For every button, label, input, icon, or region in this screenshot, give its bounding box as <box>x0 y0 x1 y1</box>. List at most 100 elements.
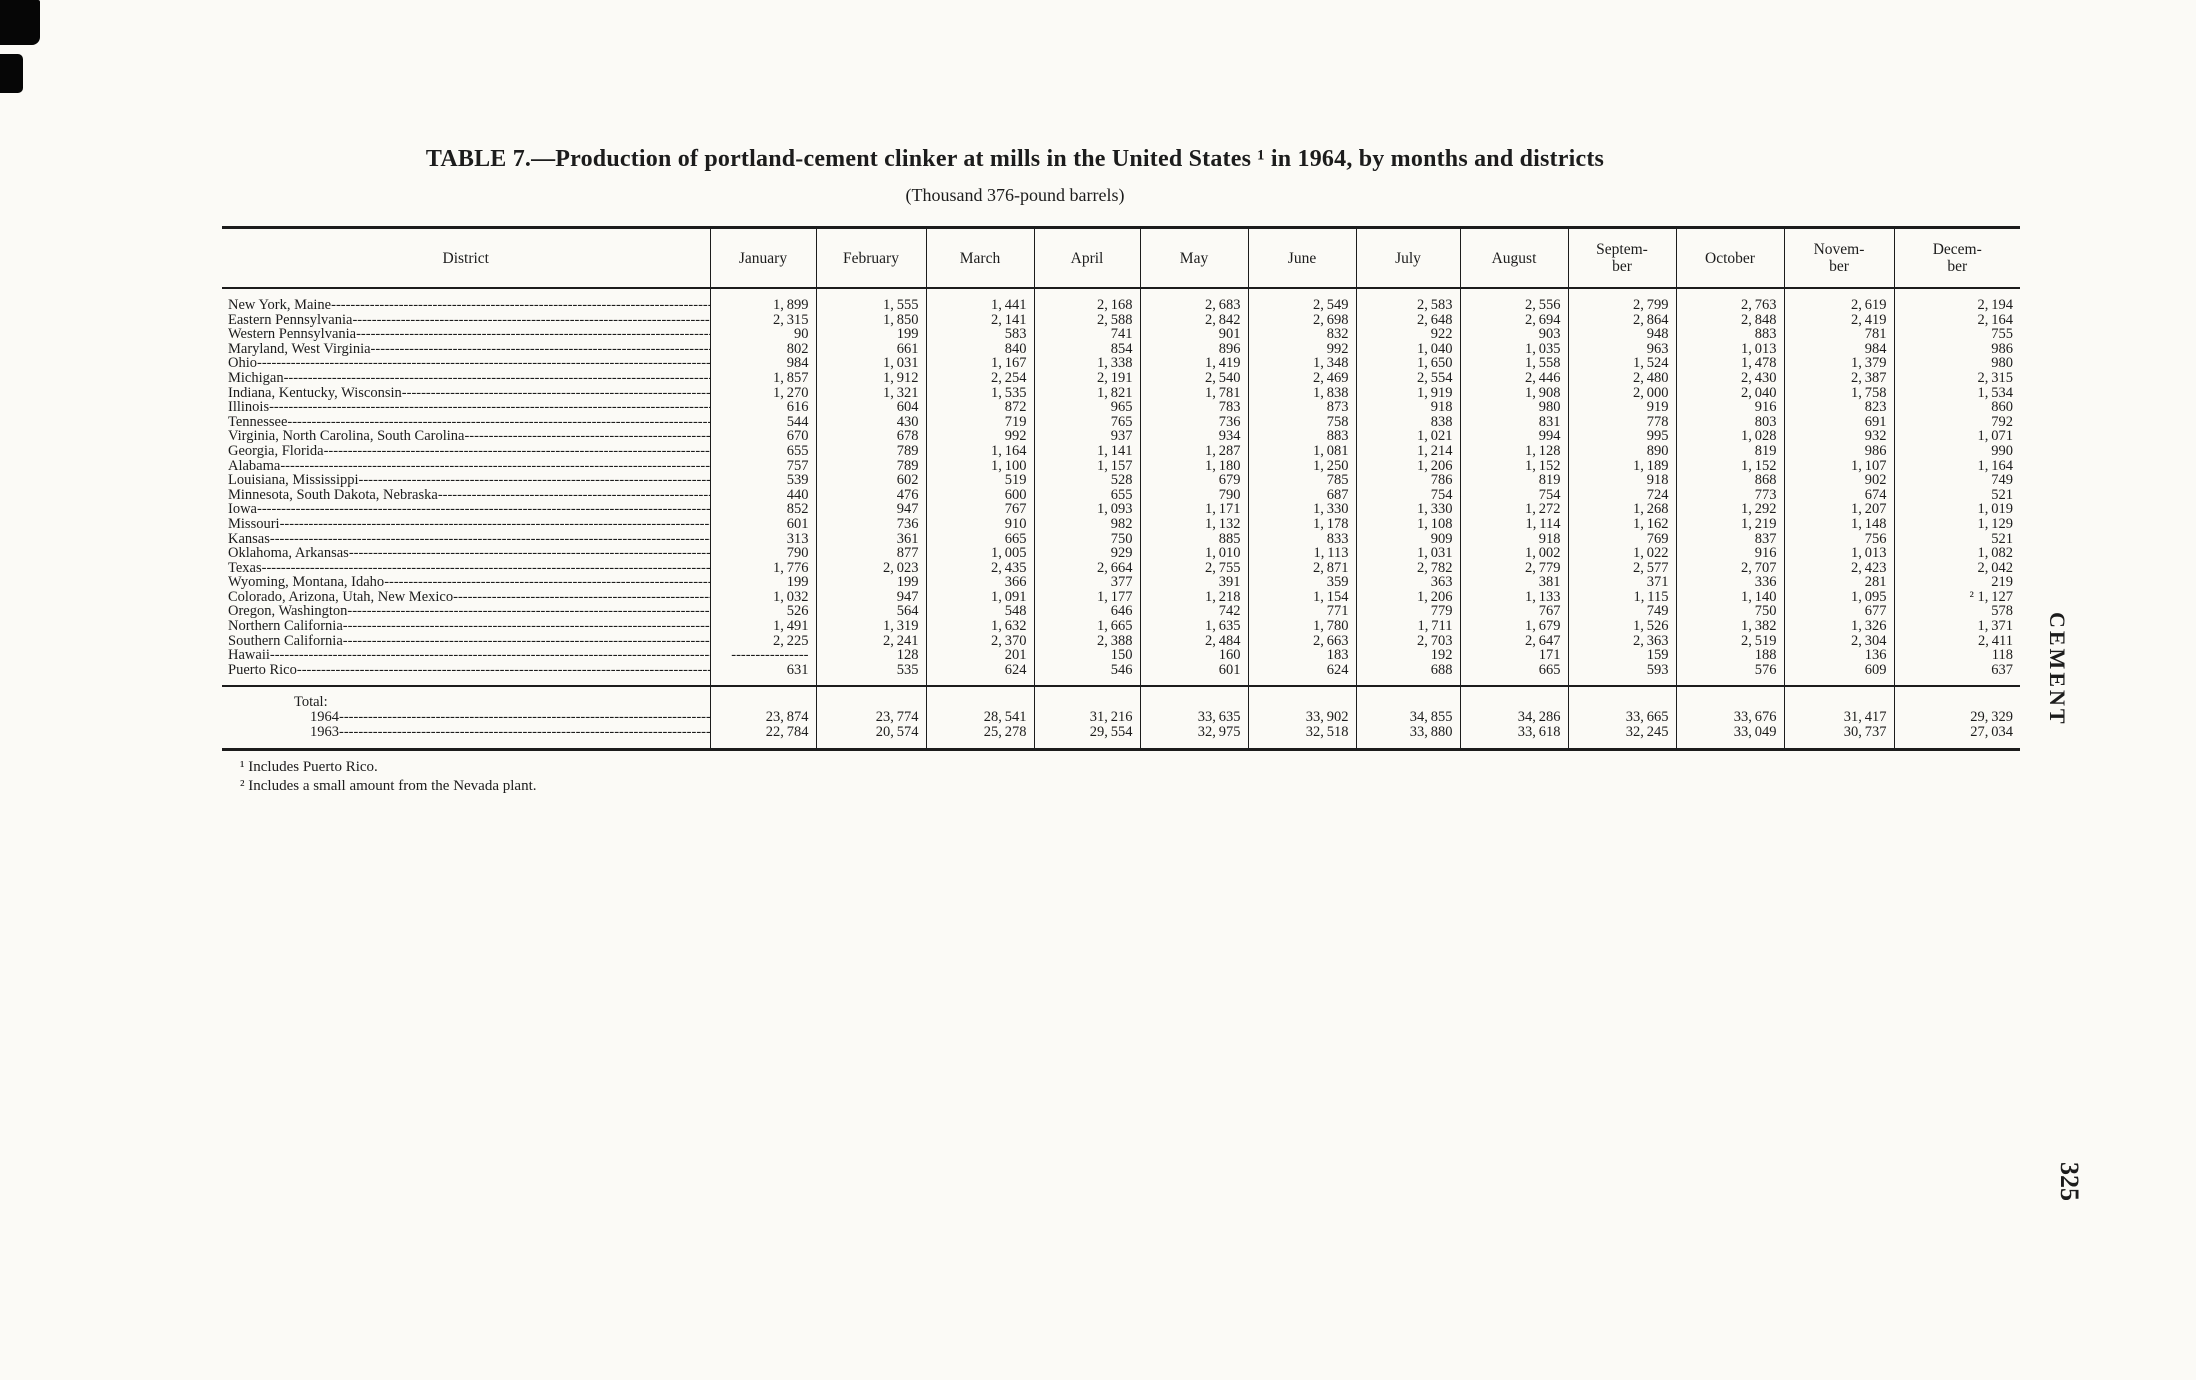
value-cell: 1, 491 <box>709 619 816 634</box>
value-cell: 986 <box>1893 341 2020 357</box>
value-cell: 1, 270 <box>709 385 816 401</box>
value-cell: 947 <box>815 502 926 517</box>
dot-leader <box>438 488 710 503</box>
value-cell: 1, 005 <box>925 546 1034 561</box>
value-cell: 1, 154 <box>1247 589 1356 605</box>
value-cell: 781 <box>1783 327 1894 342</box>
dot-leader <box>453 590 709 605</box>
district-label: Georgia, Florida <box>228 443 324 459</box>
dot-leader <box>347 604 709 619</box>
value-cell: 910 <box>925 516 1034 532</box>
value-cell: 934 <box>1139 429 1248 444</box>
value-cell: 90 <box>709 327 816 342</box>
empty-cell <box>1355 685 1460 711</box>
district-label: Texas <box>228 560 262 576</box>
value-cell: 1, 524 <box>1567 356 1676 371</box>
value-cell: 2, 554 <box>1355 370 1460 386</box>
district-label: Tennessee <box>228 414 288 430</box>
value-cell: 2, 387 <box>1783 370 1894 386</box>
value-cell: 754 <box>1459 487 1568 503</box>
value-cell: 1, 330 <box>1355 502 1460 517</box>
value-cell: 32, 518 <box>1247 724 1356 750</box>
dot-leader <box>343 619 710 634</box>
value-cell: 1, 128 <box>1459 443 1568 459</box>
district-label: Western Pennsylvania <box>228 327 357 342</box>
value-cell: 965 <box>1033 400 1140 415</box>
value-cell: 2, 707 <box>1675 560 1784 576</box>
value-cell: 1, 164 <box>925 443 1034 459</box>
value-cell: 872 <box>925 400 1034 415</box>
value-cell: 1, 214 <box>1355 443 1460 459</box>
value-cell: 1, 919 <box>1355 385 1460 401</box>
value-cell: 1, 040 <box>1355 341 1460 357</box>
dot-leader <box>280 517 710 532</box>
dot-leader <box>339 725 710 740</box>
district-cell: Oregon, Washington <box>222 604 710 619</box>
title-block: TABLE 7.—Production of portland-cement c… <box>100 146 1930 206</box>
value-cell: 2, 446 <box>1459 370 1568 386</box>
value-cell: 1, 780 <box>1247 619 1356 634</box>
dot-leader <box>280 459 709 474</box>
dot-leader <box>270 648 710 663</box>
month-header: January <box>709 227 816 289</box>
district-label: Wyoming, Montana, Idaho <box>228 575 385 590</box>
value-cell: 742 <box>1139 604 1248 620</box>
value-cell: 1, 207 <box>1783 502 1894 517</box>
value-cell: 1, 180 <box>1139 458 1248 474</box>
district-label: Kansas <box>228 531 270 547</box>
value-cell: 771 <box>1247 604 1356 620</box>
value-cell: 601 <box>709 516 816 532</box>
district-cell: 1963 <box>222 725 710 750</box>
value-cell: 33, 049 <box>1675 724 1784 750</box>
value-cell: 2, 664 <box>1033 560 1140 576</box>
value-cell: 2, 763 <box>1675 288 1784 313</box>
value-cell: 546 <box>1033 662 1140 687</box>
value-cell: 1, 013 <box>1783 546 1894 561</box>
value-cell: 539 <box>709 473 816 488</box>
value-cell: 2, 848 <box>1675 312 1784 328</box>
district-label: Hawaii <box>228 648 270 663</box>
district-cell: Colorado, Arizona, Utah, New Mexico <box>222 590 710 605</box>
value-cell: 600 <box>925 487 1034 503</box>
district-cell: Tennessee <box>222 415 710 430</box>
district-label: Eastern Pennsylvania <box>228 312 353 328</box>
value-cell: 750 <box>1675 604 1784 620</box>
page-number: 325 <box>2055 1162 2084 1201</box>
value-cell: 756 <box>1783 531 1894 547</box>
value-cell: 576 <box>1675 662 1784 687</box>
empty-cell <box>709 685 816 711</box>
district-cell: Western Pennsylvania <box>222 327 710 342</box>
table-row: Minnesota, South Dakota, Nebraska4404766… <box>222 487 2020 503</box>
empty-cell <box>925 685 1034 711</box>
value-cell: 786 <box>1355 473 1460 488</box>
value-cell: 199 <box>709 575 816 590</box>
value-cell: 852 <box>709 502 816 517</box>
value-cell: 1, 002 <box>1459 546 1568 561</box>
value-cell: 25, 278 <box>925 724 1034 750</box>
district-label: Louisiana, Mississippi <box>228 473 359 488</box>
value-cell: 1, 071 <box>1893 429 2020 444</box>
table-row: Western Pennsylvania 90199583741901832922… <box>222 327 2020 342</box>
value-cell: 2, 799 <box>1567 288 1676 313</box>
value-cell: 1, 035 <box>1459 341 1568 357</box>
value-cell: 758 <box>1247 414 1356 430</box>
dot-leader <box>284 371 710 386</box>
district-cell: Southern California <box>222 634 710 649</box>
value-cell: 2, 168 <box>1033 288 1140 313</box>
district-cell: Louisiana, Mississippi <box>222 473 710 488</box>
value-cell: 23, 774 <box>815 710 926 725</box>
month-header: Septem- ber <box>1567 227 1676 289</box>
value-cell: 366 <box>925 575 1034 590</box>
dot-leader <box>262 561 710 576</box>
value-cell: 1, 115 <box>1567 589 1676 605</box>
footnote: ² Includes a small amount from the Nevad… <box>240 777 537 794</box>
value-cell: 336 <box>1675 575 1784 590</box>
value-cell: 646 <box>1033 604 1140 620</box>
value-cell: 29, 554 <box>1033 724 1140 750</box>
